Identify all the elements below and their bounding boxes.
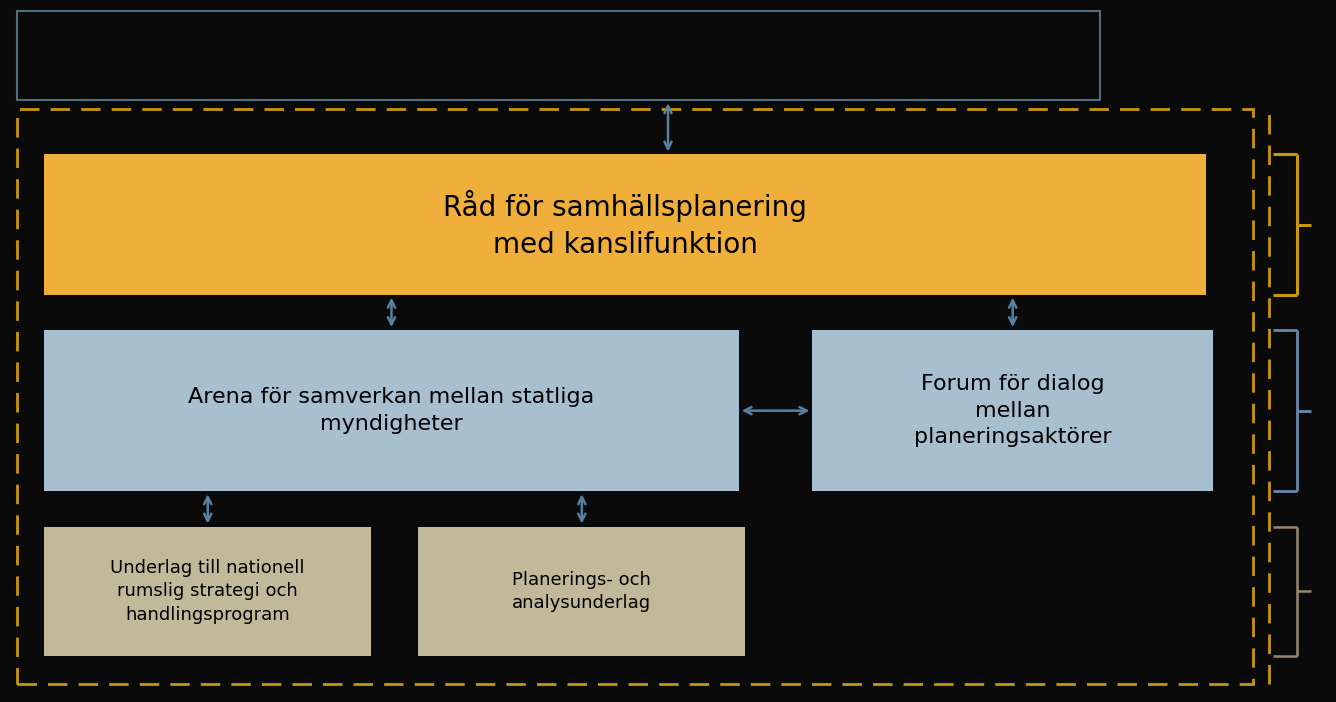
Bar: [17, 109, 1253, 684]
Bar: [418, 526, 745, 656]
Text: Forum för dialog
mellan
planeringsaktörer: Forum för dialog mellan planeringsaktöre…: [914, 374, 1112, 447]
Text: Planerings- och
analysunderlag: Planerings- och analysunderlag: [512, 571, 652, 612]
Text: Underlag till nationell
rumslig strategi och
handlingsprogram: Underlag till nationell rumslig strategi…: [111, 559, 305, 624]
Bar: [44, 526, 371, 656]
Text: Arena för samverkan mellan statliga
myndigheter: Arena för samverkan mellan statliga mynd…: [188, 388, 595, 434]
Bar: [44, 330, 739, 491]
Bar: [44, 154, 1206, 295]
Bar: [17, 11, 1100, 100]
Bar: [812, 330, 1213, 491]
Text: Råd för samhällsplanering
med kanslifunktion: Råd för samhällsplanering med kanslifunk…: [444, 190, 807, 259]
